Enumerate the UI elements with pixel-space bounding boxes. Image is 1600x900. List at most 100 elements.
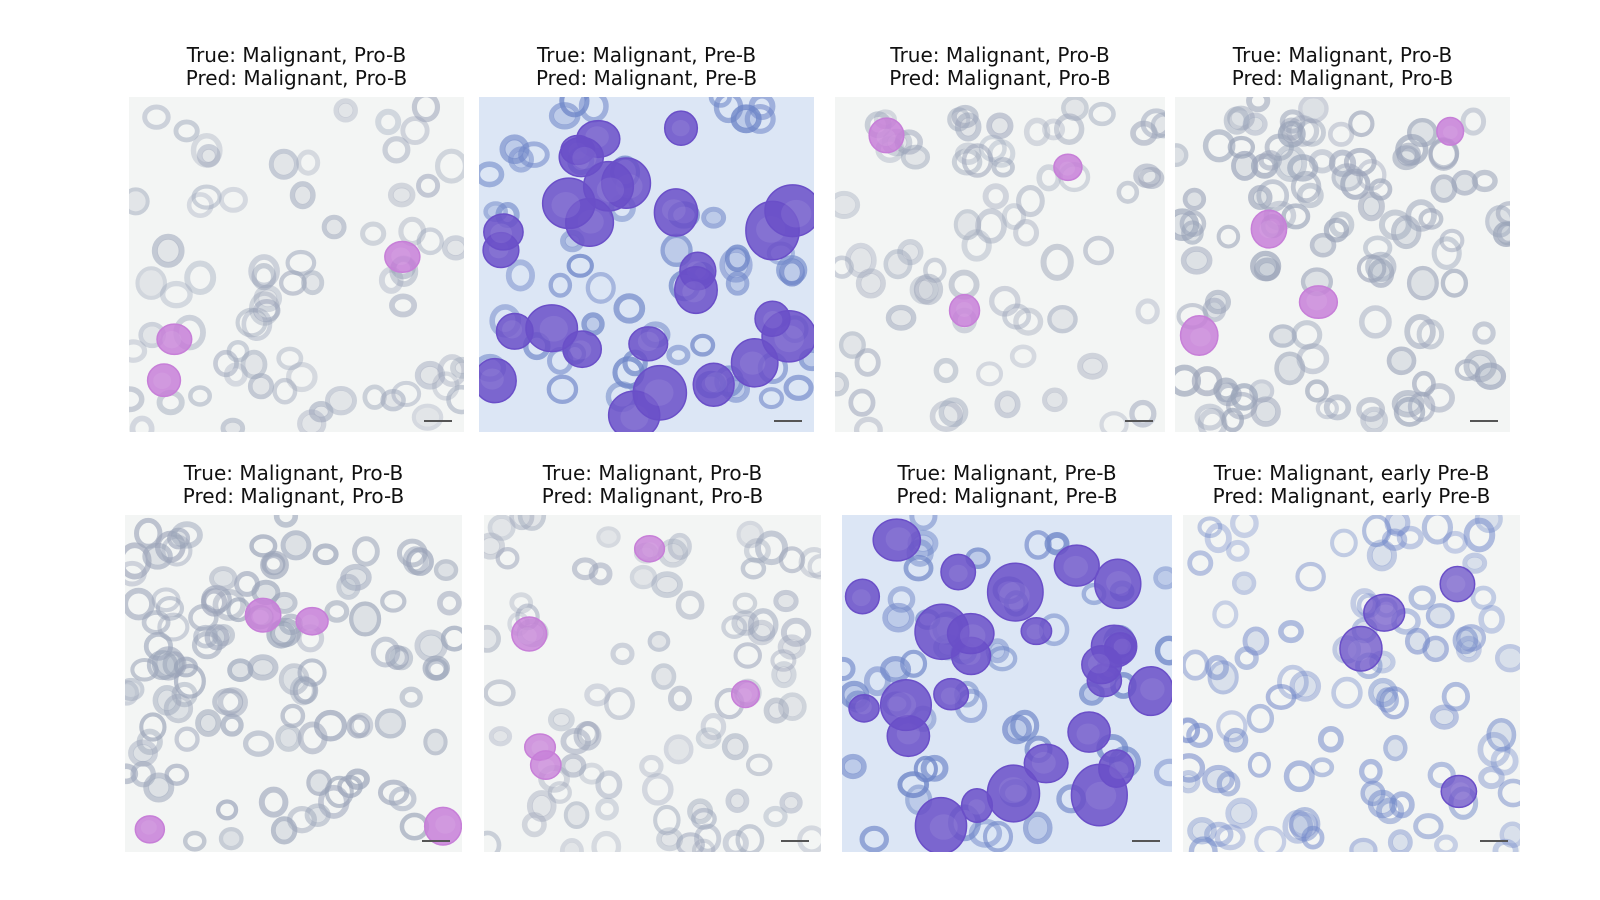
red-blood-cell-fill: [662, 543, 684, 564]
red-blood-cell: [1298, 97, 1329, 124]
red-blood-cell: [700, 712, 727, 741]
red-blood-cell: [380, 388, 406, 412]
red-blood-cell-fill: [1388, 515, 1406, 533]
red-blood-cell: [596, 526, 621, 548]
blast-cell: [879, 679, 933, 732]
red-blood-cell-fill: [1372, 794, 1393, 814]
red-blood-cell: [1250, 396, 1281, 427]
red-blood-cell: [745, 753, 773, 777]
red-blood-cell: [1317, 725, 1344, 753]
red-blood-cell-fill: [843, 335, 862, 355]
red-blood-cell: [151, 587, 181, 613]
pred-label: Pred: Malignant, Pro-B: [185, 66, 408, 90]
blast-cell: [1067, 711, 1111, 753]
red-blood-cell: [743, 538, 771, 564]
red-blood-cell: [1492, 221, 1510, 247]
red-blood-cell: [1242, 626, 1270, 656]
blast-nucleus-highlight: [736, 688, 752, 702]
red-blood-cell: [882, 602, 915, 633]
red-blood-cell: [1343, 147, 1377, 177]
blast-nucleus-highlight: [763, 311, 783, 329]
red-blood-cell: [747, 608, 779, 642]
red-blood-cell: [920, 754, 949, 782]
red-blood-cell-fill: [1247, 117, 1264, 132]
red-blood-cell: [603, 687, 635, 721]
red-blood-cell: [505, 259, 536, 292]
red-blood-cell: [1486, 718, 1517, 752]
red-blood-cell-fill: [1294, 675, 1317, 698]
red-blood-cell-fill: [252, 659, 274, 676]
red-blood-cell: [1191, 366, 1223, 397]
red-blood-cell-fill: [1497, 225, 1510, 243]
blast-nucleus-highlight: [948, 564, 968, 583]
red-blood-cell-fill: [1372, 682, 1394, 703]
red-blood-cell: [1392, 145, 1421, 171]
red-blood-cell: [1384, 515, 1411, 537]
red-blood-cell: [1328, 211, 1355, 239]
red-blood-cell-fill: [655, 667, 673, 686]
red-blood-cell-fill: [664, 237, 689, 263]
red-blood-cell: [380, 590, 407, 613]
red-blood-cell: [559, 838, 584, 852]
red-blood-cell: [130, 657, 159, 682]
red-blood-cell: [853, 416, 883, 432]
red-blood-cell: [560, 753, 587, 778]
red-blood-cell-fill: [275, 820, 293, 841]
red-blood-cell: [280, 703, 306, 729]
blast-cell: [134, 815, 166, 844]
blast-nucleus-highlight: [551, 192, 581, 219]
red-blood-cell-fill: [1228, 732, 1244, 748]
red-blood-cell: [725, 788, 750, 814]
red-blood-cell-fill: [512, 150, 530, 169]
blast-nucleus-highlight: [572, 146, 597, 169]
panel-title: True: Malignant, Pro-B Pred: Malignant, …: [129, 44, 464, 90]
red-blood-cell: [913, 755, 938, 783]
red-blood-cell: [1423, 383, 1455, 413]
red-blood-cell-fill: [564, 842, 580, 852]
red-blood-cell: [484, 624, 501, 653]
red-blood-cell-fill: [419, 634, 443, 658]
red-blood-cell: [349, 601, 382, 637]
red-blood-cell: [1182, 187, 1207, 211]
red-blood-cell: [641, 773, 674, 806]
red-blood-cell-fill: [1065, 99, 1085, 117]
blast-nucleus-highlight: [1446, 575, 1466, 593]
true-label: True: Malignant, Pre-B: [897, 461, 1117, 485]
blast-nucleus-highlight: [1109, 761, 1129, 779]
red-blood-cell-fill: [258, 289, 278, 308]
blast-cell: [1127, 665, 1172, 717]
blast-nucleus-highlight: [888, 692, 917, 718]
red-blood-cell: [989, 285, 1021, 317]
red-blood-cell: [324, 600, 350, 623]
red-blood-cell: [695, 727, 722, 750]
red-blood-cell: [1256, 179, 1290, 213]
red-blood-cell: [595, 797, 619, 821]
red-blood-cell: [1451, 169, 1479, 196]
blast-cell: [1339, 625, 1383, 672]
red-blood-cell: [276, 346, 304, 371]
red-blood-cell-fill: [1278, 149, 1303, 178]
blast-cell: [960, 787, 994, 824]
red-blood-cell-fill: [1353, 841, 1374, 852]
red-blood-cell: [269, 617, 302, 648]
red-blood-cell: [249, 534, 278, 558]
red-blood-cell: [487, 515, 516, 541]
red-blood-cell-fill: [1362, 196, 1380, 217]
micrograph: [1175, 97, 1510, 432]
red-blood-cell: [248, 254, 280, 289]
red-blood-cell-fill: [150, 654, 175, 677]
red-blood-cell-fill: [752, 624, 771, 641]
red-blood-cell: [321, 214, 347, 240]
red-blood-cell: [495, 546, 520, 570]
red-blood-cell: [1368, 178, 1393, 201]
red-blood-cell: [142, 104, 171, 130]
red-blood-cell: [547, 781, 572, 804]
red-blood-cell: [125, 763, 139, 785]
red-blood-cell-fill: [633, 568, 653, 586]
red-blood-cell: [297, 409, 327, 432]
micrograph: [835, 97, 1165, 432]
red-blood-cell: [1421, 515, 1454, 545]
red-blood-cell: [1381, 528, 1408, 551]
true-label: True: Malignant, early Pre-B: [1213, 461, 1490, 485]
red-blood-cell: [951, 148, 983, 176]
